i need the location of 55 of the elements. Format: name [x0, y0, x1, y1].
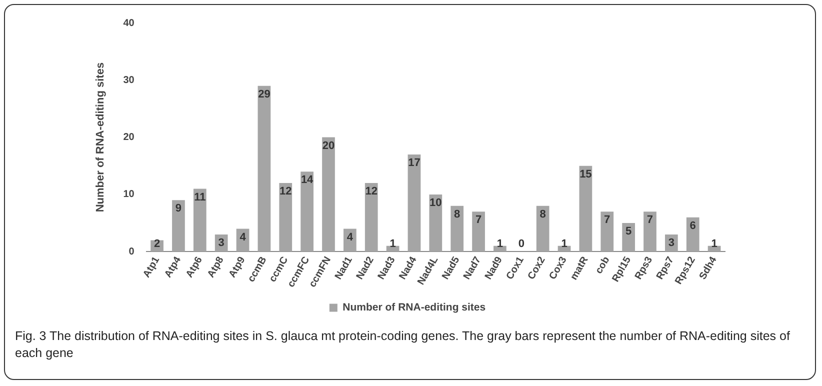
bar	[408, 154, 421, 252]
data-label: 14	[300, 174, 314, 186]
y-tick-label: 0	[128, 246, 135, 258]
data-label: 29	[258, 88, 270, 100]
data-label: 17	[408, 156, 420, 169]
data-label: 20	[322, 140, 335, 152]
data-label: 3	[668, 237, 674, 250]
data-label: 1	[496, 238, 504, 250]
bar	[600, 212, 614, 252]
y-axis-title: Number of RNA-editing sites	[94, 62, 107, 212]
bar	[429, 194, 442, 252]
data-label: 12	[280, 186, 292, 198]
data-label: 7	[646, 214, 654, 226]
bar	[258, 86, 271, 252]
bar	[579, 166, 592, 252]
bar	[536, 206, 550, 252]
data-label: 12	[365, 186, 378, 198]
bar	[172, 200, 185, 252]
data-label: 3	[218, 237, 224, 250]
bar	[279, 183, 292, 252]
data-label: 1	[711, 238, 718, 250]
bar	[686, 217, 700, 252]
bar	[644, 212, 656, 252]
bar	[472, 212, 485, 252]
data-label: 1	[390, 238, 396, 250]
data-label: 6	[690, 220, 696, 232]
data-label: 11	[194, 191, 206, 204]
bar	[344, 228, 356, 252]
data-label: 8	[454, 208, 460, 220]
bar	[364, 183, 378, 252]
bar	[193, 188, 206, 252]
data-label: 7	[604, 214, 610, 226]
data-label: 4	[240, 231, 247, 244]
caption: Fig. 3 The distribution of RNA-editing sites in S. glauca mt protein-coding genes. The gray bars represent the number of RNA-editing sites of each gene	[15, 328, 791, 362]
data-label: 0	[518, 238, 524, 250]
data-label: 5	[625, 226, 632, 238]
data-label: 8	[540, 208, 546, 220]
bar	[494, 246, 506, 252]
bar	[622, 223, 635, 252]
legend-label: Number of RNA-editing sites	[342, 302, 486, 314]
data-label: 2	[154, 238, 160, 250]
data-label: 4	[346, 231, 354, 244]
bar	[450, 206, 464, 252]
data-label: 1	[561, 238, 568, 250]
y-tick-label: 30	[123, 74, 135, 86]
bar	[300, 172, 314, 252]
bar	[322, 137, 335, 252]
y-tick-label: 20	[123, 132, 135, 144]
y-tick-label: 10	[123, 189, 135, 200]
data-label: 15	[580, 168, 592, 180]
y-tick-label: 40	[123, 18, 135, 29]
x-tick-label: cob	[594, 255, 612, 276]
data-label: 10	[430, 197, 442, 209]
data-label: 9	[175, 202, 182, 215]
data-label: 7	[475, 214, 482, 226]
